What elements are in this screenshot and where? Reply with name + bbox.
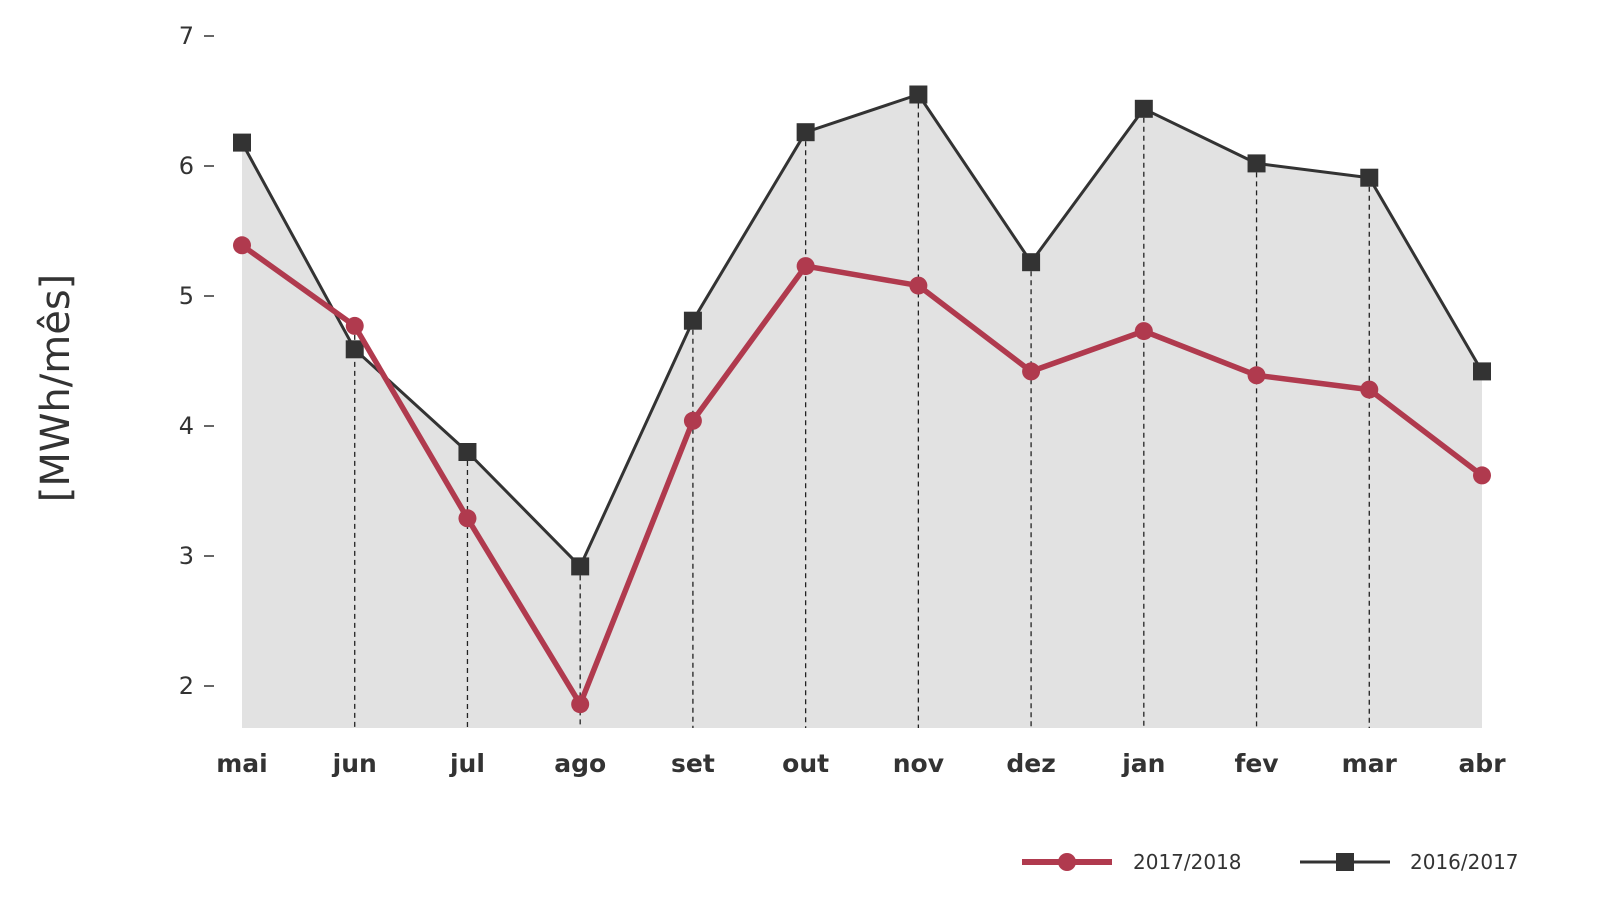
y-tick-label: 7: [179, 22, 194, 50]
data-point-2016-2017-out: [796, 123, 815, 142]
data-point-2016-2017-mar: [1360, 168, 1379, 187]
area-layer: [242, 94, 1482, 728]
legend-marker-2017-2018: [1058, 853, 1076, 871]
y-tick-label: 2: [179, 672, 194, 700]
x-tick-label: set: [671, 749, 715, 778]
data-point-2017-2018-set: [683, 411, 702, 430]
series-line-2016-2017: [240, 93, 1484, 568]
x-tick-label: nov: [893, 749, 944, 778]
data-point-2017-2018-abr: [1473, 466, 1491, 485]
data-point-2016-2017-abr: [1473, 362, 1491, 381]
series-line-2017-2018: [240, 243, 1484, 707]
data-point-2017-2018-jul: [458, 509, 477, 528]
data-point-2016-2017-mai: [233, 133, 251, 152]
y-tick-label: 3: [179, 542, 194, 570]
data-point-2016-2017-jul: [458, 443, 477, 461]
data-point-2016-2017-set: [683, 311, 702, 330]
data-point-2017-2018-ago: [571, 695, 590, 714]
x-tick-label: jul: [449, 749, 485, 778]
data-point-2017-2018-jun: [345, 316, 364, 335]
x-tick-label: out: [782, 749, 829, 778]
x-tick-label: jan: [1121, 749, 1165, 778]
y-tick-label: 5: [179, 282, 194, 310]
y-axis: 2 3 4 5 6 7: [179, 22, 214, 700]
x-tick-label: abr: [1458, 749, 1506, 778]
x-tick-label: mai: [216, 749, 268, 778]
data-point-2017-2018-mar: [1360, 380, 1379, 399]
legend-label-2017-2018: 2017/2018: [1133, 850, 1242, 874]
x-tick-label: dez: [1006, 749, 1055, 778]
drop-lines: [354, 94, 1370, 728]
series-layer: [233, 85, 1491, 714]
x-tick-label: mar: [1342, 749, 1398, 778]
data-point-2017-2018-fev: [1247, 366, 1266, 385]
legend: 2017/2018 2016/2017: [1022, 850, 1519, 874]
x-tick-label: fev: [1234, 749, 1278, 778]
data-point-2016-2017-jan: [1134, 99, 1153, 118]
data-point-2016-2017-dez: [1022, 253, 1041, 272]
data-point-2017-2018-out: [796, 257, 815, 276]
area-fill-2016-2017: [242, 94, 1482, 728]
legend-marker-2016-2017: [1336, 853, 1354, 871]
y-tick-label: 4: [179, 412, 194, 440]
data-point-2016-2017-ago: [571, 557, 590, 576]
data-point-2016-2017-fev: [1247, 154, 1266, 173]
x-tick-label: jun: [332, 749, 377, 778]
legend-label-2016-2017: 2016/2017: [1410, 850, 1519, 874]
x-axis: mai jun jul ago set out nov dez jan fev mar abr: [216, 749, 1506, 778]
data-point-2017-2018-dez: [1022, 362, 1041, 381]
data-point-2017-2018-jan: [1134, 322, 1153, 341]
x-tick-label: ago: [554, 749, 606, 778]
data-point-2017-2018-mai: [233, 236, 251, 255]
y-axis-label: [MWh/mês]: [33, 274, 79, 503]
y-tick-label: 6: [179, 152, 194, 180]
data-point-2016-2017-nov: [909, 85, 928, 104]
data-point-2016-2017-jun: [345, 340, 364, 359]
data-point-2017-2018-nov: [909, 276, 928, 295]
